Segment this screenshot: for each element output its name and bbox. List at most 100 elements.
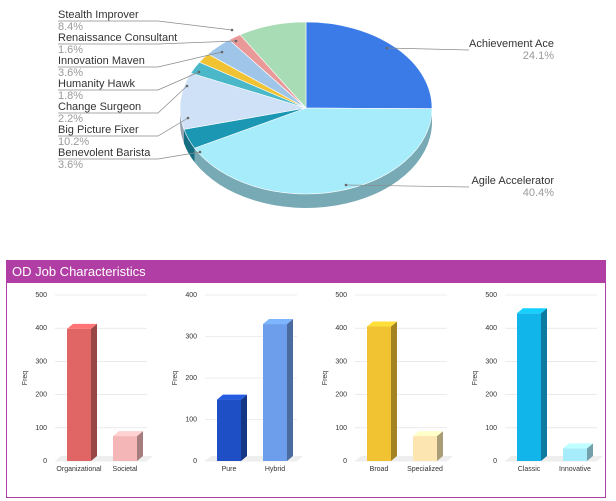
y-tick-label: 400	[185, 292, 197, 299]
pie-leader-dot-big-picture-fixer	[186, 116, 190, 120]
bar-charts: 0 100 200 300 400 500 Freq Organizational Societ…	[22, 292, 603, 473]
y-tick-label: 500	[485, 292, 497, 299]
bar-chart-2: 0 100 200 300 400 Freq Pure Hybrid	[172, 292, 303, 473]
pie-slice-side-benevolent-barista	[183, 129, 195, 163]
bar-chart-1: 0 100 200 300 400 500 Freq Organizational Societ…	[22, 292, 153, 473]
pie-label-innovation-maven: Innovation Maven	[58, 55, 145, 67]
y-tick-label: 0	[43, 458, 47, 465]
bar-top-organizational	[67, 323, 97, 329]
pie-leader-line-change-surgeon	[58, 85, 188, 114]
x-tick-label-classic: Classic	[518, 466, 541, 473]
pie-leader-line-renaissance-consultant	[58, 40, 237, 45]
pie-label-achievement-ace: Achievement Ace	[469, 38, 554, 50]
od-job-characteristics-panel: OD Job Characteristics 0 100 200 300 400 500 F…	[6, 260, 606, 498]
pie-slice-side-agile-accelerator	[194, 108, 432, 209]
pie-label-humanity-hawk: Humanity Hawk	[58, 78, 136, 90]
bar-hybrid	[263, 324, 287, 461]
pie-slice-big-picture-fixer	[179, 72, 307, 130]
x-tick-label-societal: Societal	[113, 466, 138, 473]
bar-organizational	[67, 328, 91, 461]
bar-top-societal	[113, 431, 143, 437]
pie-leader-dot-innovation-maven	[220, 50, 224, 54]
x-tick-label-pure: Pure	[222, 466, 237, 473]
pie-leader-line-benevolent-barista	[58, 151, 201, 160]
pie-percent-big-picture-fixer: 10.2%	[58, 136, 89, 148]
y-tick-label: 200	[335, 392, 347, 399]
y-tick-label: 100	[35, 425, 47, 432]
bar-pure	[217, 399, 241, 461]
y-tick-label: 500	[335, 292, 347, 299]
pie-leader-dot-stealth-improver	[230, 28, 234, 32]
bar-top-specialized	[413, 431, 443, 437]
pie-percent-benevolent-barista: 3.6%	[58, 159, 83, 171]
bar-chart-4: 0 100 200 300 400 500 Freq Classic Innovative	[472, 292, 603, 473]
pie-slice-agile-accelerator	[194, 107, 433, 195]
pie-percent-stealth-improver: 8.4%	[58, 21, 83, 33]
bar-chart-3: 0 100 200 300 400 500 Freq Broad Specialized	[322, 292, 453, 473]
bar-top-hybrid	[263, 319, 293, 325]
y-tick-label: 400	[35, 325, 47, 332]
y-tick-label: 100	[185, 417, 197, 424]
bar-top-pure	[217, 394, 247, 400]
bar-side-pure	[241, 394, 247, 461]
pie-leader-dot-renaissance-consultant	[234, 39, 238, 43]
bar-innovative	[563, 448, 587, 461]
bar-side-organizational	[91, 323, 97, 461]
y-axis-label: Freq	[322, 371, 329, 386]
panel-title: OD Job Characteristics	[7, 261, 605, 283]
y-tick-label: 0	[343, 458, 347, 465]
pie-leader-dot-humanity-hawk	[197, 70, 201, 74]
y-tick-label: 100	[335, 425, 347, 432]
y-tick-label: 300	[485, 358, 497, 365]
x-tick-label-broad: Broad	[370, 466, 389, 473]
pie-label-renaissance-consultant: Renaissance Consultant	[58, 32, 177, 44]
pie-leader-dot-agile-accelerator	[344, 183, 348, 187]
y-tick-label: 500	[35, 292, 47, 299]
y-tick-label: 200	[485, 392, 497, 399]
pie-percent-achievement-ace: 24.1%	[523, 50, 554, 62]
y-axis-label: Freq	[472, 371, 479, 386]
pie-label-change-surgeon: Change Surgeon	[58, 101, 141, 113]
y-tick-label: 0	[493, 458, 497, 465]
bar-side-hybrid	[287, 319, 293, 461]
bar-top-classic	[517, 308, 547, 314]
bar-classic	[517, 313, 541, 461]
y-axis-label: Freq	[22, 371, 29, 386]
pie-leader-line-humanity-hawk	[58, 71, 200, 91]
pie-slice-side-big-picture-fixer	[180, 108, 184, 144]
pie-leader-dot-achievement-ace	[385, 46, 389, 50]
pie-leader-line-stealth-improver	[58, 20, 233, 31]
pie-percent-humanity-hawk: 1.8%	[58, 90, 83, 102]
y-axis-label: Freq	[172, 371, 179, 386]
bar-broad	[367, 326, 391, 461]
pie-label-benevolent-barista: Benevolent Barista	[58, 147, 151, 159]
bar-side-innovative	[587, 443, 593, 461]
pie-percent-innovation-maven: 3.6%	[58, 67, 83, 79]
y-tick-label: 0	[193, 458, 197, 465]
pie-label-agile-accelerator: Agile Accelerator	[471, 175, 554, 187]
pie-leader-line-achievement-ace	[386, 47, 470, 51]
pie-leader-line-big-picture-fixer	[58, 117, 189, 137]
pie-leader-dot-change-surgeon	[185, 84, 189, 88]
y-tick-label: 200	[185, 375, 197, 382]
y-tick-label: 300	[335, 358, 347, 365]
pie-slice-achievement-ace	[305, 21, 433, 110]
x-tick-label-organizational: Organizational	[56, 466, 102, 473]
pie-leader-line-agile-accelerator	[345, 184, 470, 188]
pie-leader-dot-benevolent-barista	[198, 150, 202, 154]
bar-side-specialized	[437, 431, 443, 461]
bar-societal	[113, 436, 137, 461]
pie-label-big-picture-fixer: Big Picture Fixer	[58, 124, 139, 136]
pie-leader-line-innovation-maven	[58, 51, 223, 68]
x-tick-label-hybrid: Hybrid	[265, 466, 285, 473]
y-tick-label: 400	[335, 325, 347, 332]
pie-slice-stealth-improver	[239, 21, 307, 109]
y-tick-label: 200	[35, 392, 47, 399]
bar-specialized	[413, 436, 437, 461]
bar-side-broad	[391, 321, 397, 461]
pie-percent-change-surgeon: 2.2%	[58, 113, 83, 125]
bar-top-broad	[367, 321, 397, 327]
pie-label-stealth-improver: Stealth Improver	[58, 9, 139, 21]
